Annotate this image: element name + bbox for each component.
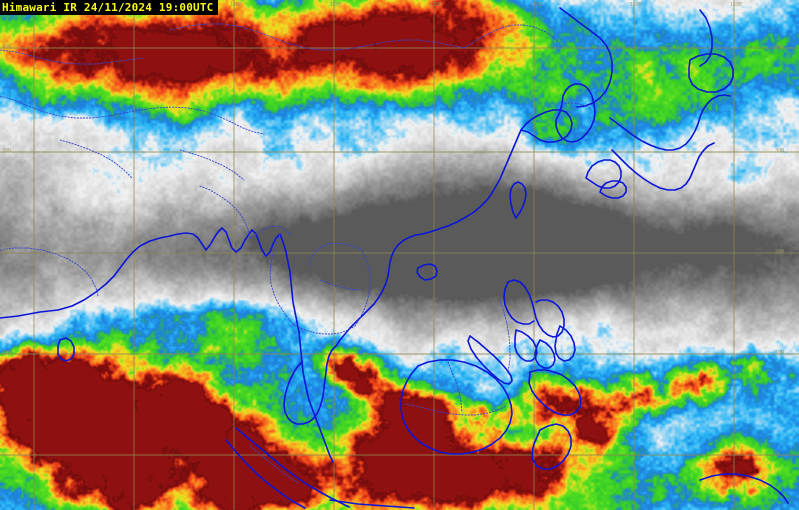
graticule-label: 120E <box>330 2 343 8</box>
graticule-label: 30N <box>2 148 12 154</box>
graticule-label: 40N <box>775 44 785 50</box>
graticule-label: 160E <box>730 2 743 8</box>
graticule-label: 0 <box>775 451 779 457</box>
graticule-label: 130E <box>430 2 443 8</box>
graticule-label: 10N <box>775 350 785 356</box>
graticule-label: 110E <box>230 2 243 8</box>
image-title-text: Himawari IR 24/11/2024 19:00UTC <box>2 1 214 14</box>
graticule-label: 150E <box>630 2 643 8</box>
graticule-label: 20N <box>775 249 785 255</box>
graticule-label: 20N <box>2 249 12 255</box>
graticule-label: 0 <box>2 451 6 457</box>
graticule-label: 40N <box>2 44 12 50</box>
graticule-label: 140E <box>530 2 543 8</box>
graticule-label: 30N <box>775 148 785 154</box>
image-title-bar: Himawari IR 24/11/2024 19:00UTC <box>0 0 218 15</box>
graticule-label: 10N <box>2 350 12 356</box>
